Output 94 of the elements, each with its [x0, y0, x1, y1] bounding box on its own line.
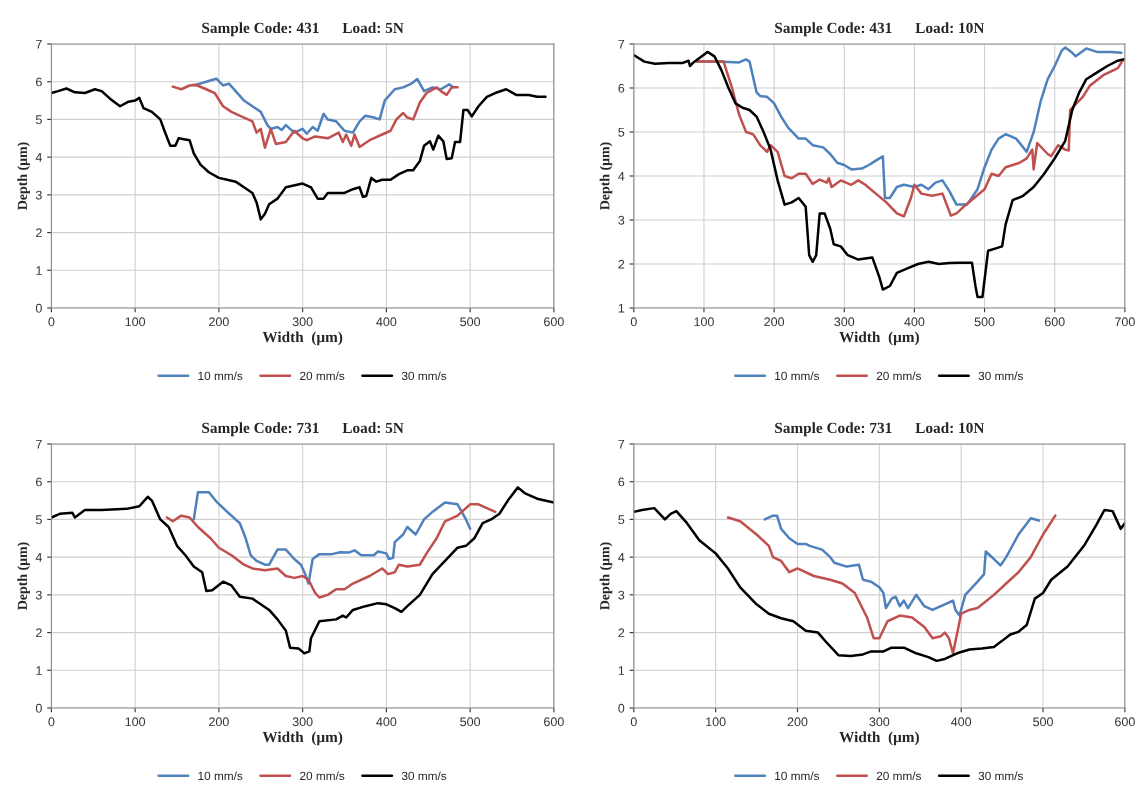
x-axis-title: Width (μm)	[839, 331, 919, 346]
legend-label: 30 mm/s	[401, 371, 447, 381]
x-tick-label: 100	[125, 317, 146, 327]
legend-label: 30 mm/s	[978, 771, 1023, 781]
x-tick-label: 0	[630, 317, 637, 327]
y-tick-label: 4	[35, 153, 42, 162]
y-tick-label: 1	[36, 266, 42, 275]
x-tick-label: 600	[1044, 317, 1065, 327]
y-axis-title: Depth (μm)	[599, 142, 613, 210]
x-axis-title: Width (μm)	[839, 731, 919, 746]
y-tick-label: 7	[618, 39, 625, 49]
y-tick-label: 2	[36, 228, 42, 238]
y-axis-title: Depth (μm)	[599, 542, 613, 610]
line-series	[165, 503, 497, 599]
y-tick-label: 2	[618, 259, 625, 269]
chart-title: Sample Code: 731 Load: 5N	[202, 422, 404, 437]
y-tick-label: 5	[618, 127, 625, 137]
line-series	[726, 514, 1057, 655]
y-tick-label: 3	[35, 190, 42, 200]
legend-label: 20 mm/s	[876, 771, 922, 781]
legend-label: 10 mm/s	[198, 771, 243, 781]
x-tick-label: 300	[292, 717, 313, 727]
x-tick-label: 200	[209, 317, 229, 327]
legend-label: 20 mm/s	[876, 371, 922, 381]
y-tick-label: 5	[618, 515, 625, 525]
chart-title: Sample Code: 431 Load: 10N	[775, 22, 985, 37]
y-tick-label: 5	[35, 115, 42, 125]
x-tick-label: 300	[869, 717, 890, 727]
x-tick-label: 200	[764, 317, 785, 327]
x-tick-label: 200	[787, 717, 808, 727]
y-axis-title: Depth (μm)	[17, 542, 30, 610]
legend-label: 30 mm/s	[401, 771, 447, 781]
y-tick-label: 0	[35, 303, 42, 313]
legend-label: 20 mm/s	[300, 771, 345, 781]
y-tick-label: 4	[618, 171, 625, 181]
line-series	[192, 491, 472, 585]
y-tick-label: 7	[36, 39, 42, 49]
x-tick-label: 600	[544, 317, 564, 327]
x-tick-label: 400	[376, 717, 397, 727]
x-tick-label: 400	[376, 317, 397, 327]
x-tick-label: 500	[974, 317, 995, 327]
x-tick-label: 300	[834, 317, 855, 327]
y-tick-label: 6	[618, 83, 625, 93]
y-tick-label: 4	[35, 553, 42, 562]
line-series	[633, 506, 1125, 663]
x-tick-label: 300	[292, 317, 313, 327]
y-tick-label: 4	[618, 553, 625, 562]
x-tick-label: 100	[125, 717, 146, 727]
line-series	[171, 83, 459, 149]
y-tick-label: 6	[36, 477, 42, 487]
x-tick-label: 0	[48, 317, 55, 327]
line-series	[763, 514, 1041, 617]
x-axis-title: Width (μm)	[262, 331, 343, 346]
y-tick-label: 7	[618, 439, 625, 449]
x-tick-label: 700	[1115, 317, 1135, 327]
x-tick-label: 400	[951, 717, 972, 727]
y-tick-label: 6	[36, 77, 42, 87]
legend-label: 30 mm/s	[978, 371, 1023, 381]
legend-label: 10 mm/s	[198, 371, 243, 381]
x-tick-label: 400	[904, 317, 925, 327]
x-tick-label: 0	[48, 717, 55, 727]
y-tick-label: 0	[35, 703, 42, 713]
legend-label: 20 mm/s	[300, 371, 345, 381]
x-tick-label: 100	[706, 717, 726, 727]
y-tick-label: 5	[35, 515, 42, 525]
line-series	[633, 50, 1125, 299]
y-tick-label: 7	[36, 439, 42, 449]
y-tick-label: 1	[36, 666, 42, 675]
x-tick-label: 500	[460, 317, 481, 327]
line-series	[51, 87, 547, 221]
x-tick-label: 600	[544, 717, 564, 727]
y-tick-label: 2	[618, 628, 625, 638]
line-series	[51, 486, 554, 655]
y-tick-label: 3	[618, 590, 625, 600]
y-tick-label: 3	[618, 215, 625, 225]
x-tick-label: 600	[1115, 717, 1135, 727]
y-tick-label: 1	[618, 666, 625, 675]
y-tick-label: 6	[618, 477, 625, 487]
legend-label: 10 mm/s	[775, 771, 820, 781]
x-tick-label: 500	[1033, 717, 1053, 727]
y-axis-title: Depth (μm)	[17, 142, 30, 210]
y-tick-label: 0	[618, 703, 625, 713]
x-tick-label: 0	[630, 717, 637, 727]
y-tick-label: 1	[618, 303, 625, 313]
chart-title: Sample Code: 431 Load: 5N	[202, 22, 404, 37]
x-tick-label: 500	[460, 717, 481, 727]
line-series	[192, 77, 455, 136]
chart-title: Sample Code: 731 Load: 10N	[775, 422, 985, 437]
legend-label: 10 mm/s	[775, 371, 820, 381]
x-axis-title: Width (μm)	[262, 731, 343, 746]
x-tick-label: 200	[209, 717, 229, 727]
y-tick-label: 3	[35, 590, 42, 600]
y-tick-label: 2	[36, 628, 42, 638]
x-tick-label: 100	[694, 317, 714, 327]
